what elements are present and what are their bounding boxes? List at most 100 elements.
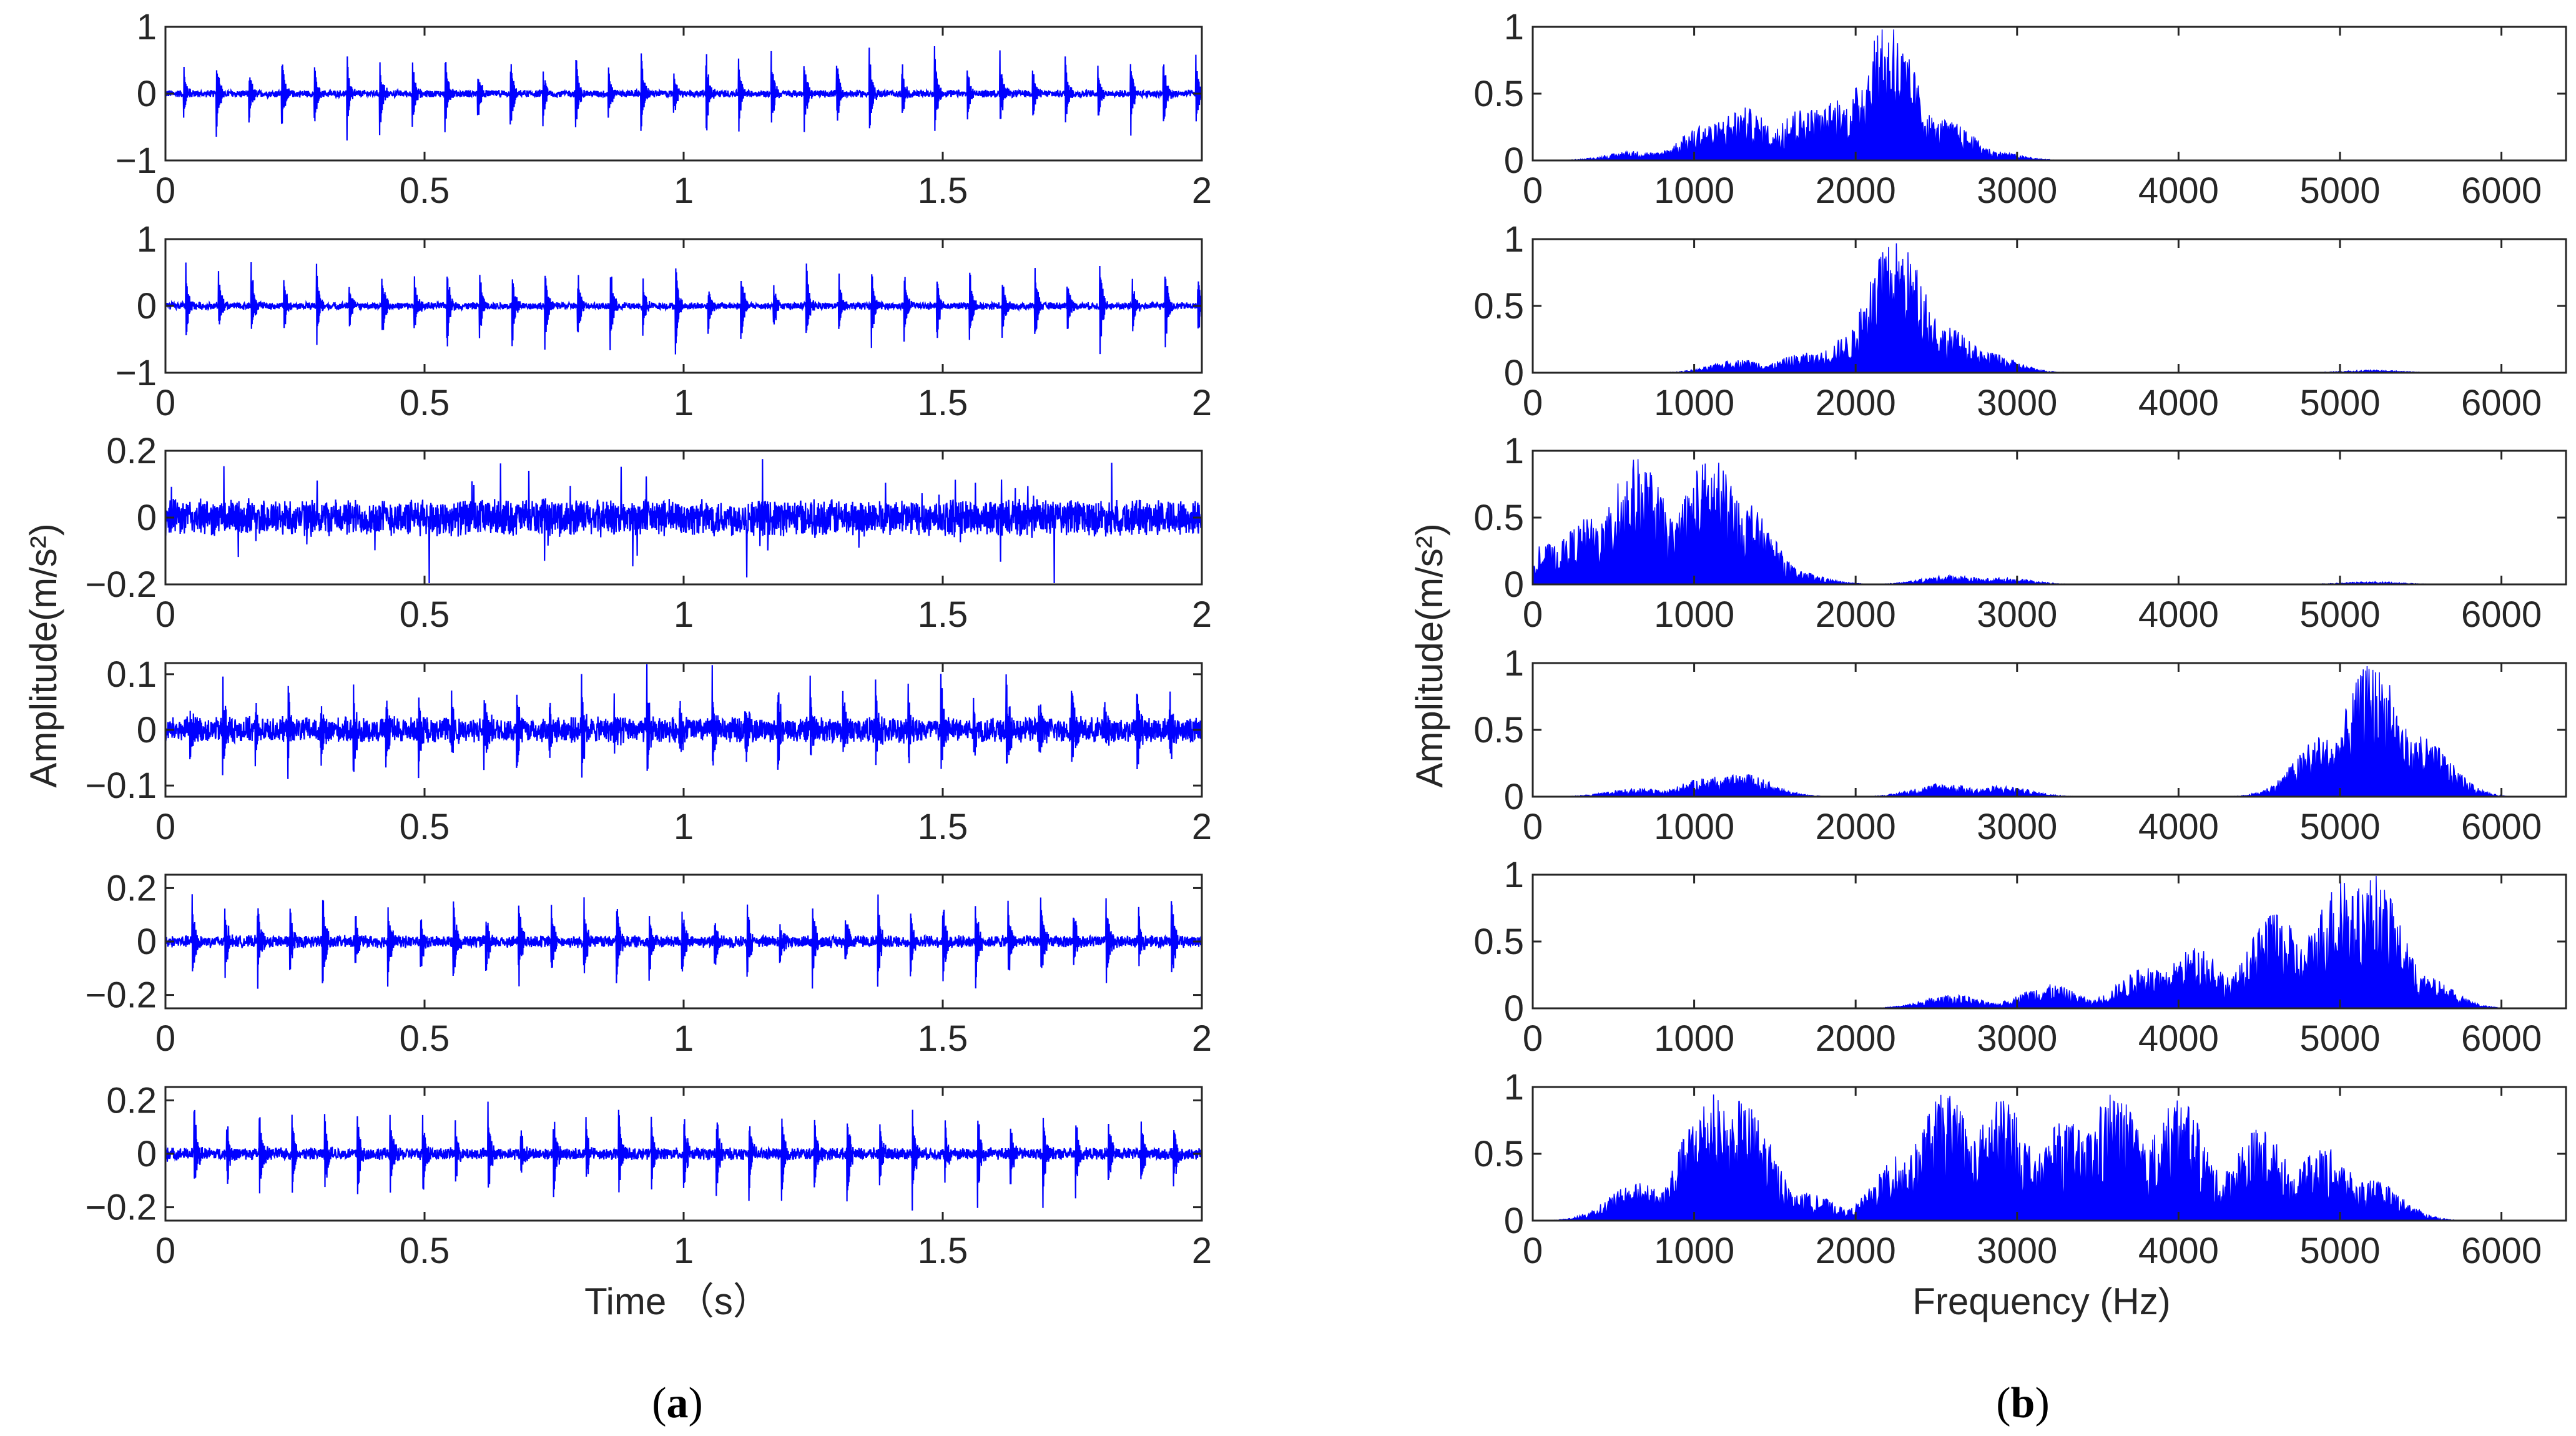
panel-a-sub3-xtick-label: 1.5 [918,807,968,847]
panel-b-sub4-xtick-label: 2000 [1816,1018,1896,1059]
panel-b-sub0-ytick-label: 1 [1504,7,1524,47]
panel-a-sub2-signal-line [164,459,1203,584]
panel-b-sub4-xtick-label: 3000 [1977,1018,2057,1059]
panel-b-sub4-xtick-label: 5000 [2299,1018,2380,1059]
panel-a-sub4-xtick-label: 1 [674,1018,694,1059]
panel-a-sub0-xtick-label: 0 [155,170,175,211]
panel-a-sub2-ytick-label: −0.2 [86,564,157,605]
panel-b-sub0-xtick-label: 5000 [2299,170,2380,211]
panel-a-sub0-axes [164,26,1203,162]
panel-b-sub2-xtick-label: 6000 [2461,594,2542,635]
panel-b-sub2-ytick-label: 0.5 [1473,498,1524,538]
panel-b-sub4-xtick-label: 0 [1523,1018,1543,1059]
panel-b-sub0-xtick-label: 4000 [2138,170,2219,211]
panel-a-sub3-signal-line [164,664,1203,779]
panel-b-sub5-xtick-label: 5000 [2299,1231,2380,1271]
panel-b-sub5-ytick-label: 1 [1504,1067,1524,1108]
panel-b-sub2-xtick-label: 2000 [1816,594,1896,635]
panel-a-sub4-xtick-label: 2 [1192,1018,1212,1059]
panel-b-sub3-xtick-label: 0 [1523,807,1543,847]
panel-a-sub2-xtick-label: 1 [674,594,694,635]
panel-a-sub0-xtick-label: 0.5 [400,170,450,211]
panel-b-sub2-xtick-label: 4000 [2138,594,2219,635]
panel-b-sub3-xtick-label: 2000 [1816,807,1896,847]
panel-a-sub5-xtick-label: 1 [674,1231,694,1271]
panel-a-caption: (a) [652,1379,703,1427]
panel-b-sub1-xtick-label: 1000 [1654,383,1734,423]
panel-a-sub5-xtick-label: 0.5 [400,1231,450,1271]
panel-b-sub3-spectrum-area [1533,666,2566,797]
panel-b-sub2-ytick-label: 0 [1504,564,1524,605]
panel-a-sub2-ytick-label: 0.2 [106,431,157,471]
panel-b-sub4-xtick-label: 1000 [1654,1018,1734,1059]
panel-a-sub5-xtick-label: 1.5 [918,1231,968,1271]
panel-a-xlabel: Time （s） [584,1281,770,1322]
panel-a-sub5-ytick-label: −0.2 [86,1188,157,1228]
panel-a-sub1-ytick-label: 0 [137,286,157,327]
panel-b-sub0-xtick-label: 3000 [1977,170,2057,211]
panel-a-sub4-xtick-label: 1.5 [918,1018,968,1059]
panel-b-sub4-ytick-label: 0 [1504,988,1524,1029]
panel-b-sub3-ytick-label: 0.5 [1473,710,1524,750]
panel-a-sub4-ytick-label: 0 [137,922,157,962]
panel-a-sub0-xtick-label: 1 [674,170,694,211]
panel-b-sub3-xtick-label: 3000 [1977,807,2057,847]
panel-a-sub5-xtick-label: 0 [155,1231,175,1271]
panel-a-sub3-ytick-label: 0 [137,710,157,750]
panel-a-sub0-ytick-label: 1 [137,7,157,47]
panel-a-sub4-xtick-label: 0 [155,1018,175,1059]
panel-b-sub5-xtick-label: 0 [1523,1231,1543,1271]
panel-a-sub5-ytick-label: 0.2 [106,1080,157,1121]
panel-a-sub1-ytick-label: −1 [116,353,157,393]
panel-b-sub2-xtick-label: 1000 [1654,594,1734,635]
panel-a-sub5-xtick-label: 2 [1192,1231,1212,1271]
panel-b-sub4-xtick-label: 6000 [2461,1018,2542,1059]
panel-b-sub2-axes [1531,450,2567,586]
panel-a-sub3-axes [164,662,1203,798]
panel-a-sub2-xtick-label: 2 [1192,594,1212,635]
panel-b-sub4-ytick-label: 0.5 [1473,922,1524,962]
panel-b-sub2-xtick-label: 5000 [2299,594,2380,635]
panel-a-sub1-xtick-label: 2 [1192,383,1212,423]
panel-b-sub0-ytick-label: 0 [1504,140,1524,181]
panel-a-sub3-ytick-label: −0.1 [86,765,157,806]
panel-b-sub1-xtick-label: 6000 [2461,383,2542,423]
panel-a-sub2-axes [164,450,1203,586]
panel-a-sub1-xtick-label: 0 [155,383,175,423]
panel-b-sub2-xtick-label: 0 [1523,594,1543,635]
panel-b-sub0-xtick-label: 0 [1523,170,1543,211]
panel-b-sub0-xtick-label: 2000 [1816,170,1896,211]
panel-a-sub0-xtick-label: 1.5 [918,170,968,211]
panel-b-sub5-xtick-label: 4000 [2138,1231,2219,1271]
panel-a-sub3-xtick-label: 0.5 [400,807,450,847]
panel-b-sub5-xtick-label: 3000 [1977,1231,2057,1271]
panel-b-sub3-ytick-label: 0 [1504,777,1524,817]
panel-a-sub2-xtick-label: 0 [155,594,175,635]
panel-b-sub1-xtick-label: 3000 [1977,383,2057,423]
panel-b-sub1-xtick-label: 2000 [1816,383,1896,423]
panel-b-sub5-xtick-label: 6000 [2461,1231,2542,1271]
panel-a-sub3-xtick-label: 0 [155,807,175,847]
panel-a-sub1-xtick-label: 1 [674,383,694,423]
panel-a-sub1-axes [164,238,1203,374]
panel-b-sub5-xtick-label: 2000 [1816,1231,1896,1271]
panel-a-sub5-axes [164,1086,1203,1222]
panel-b-sub3-ytick-label: 1 [1504,643,1524,684]
panel-a-sub1-ytick-label: 1 [137,219,157,260]
panel-a-sub4-signal-line [165,894,1203,989]
panel-b-sub5-ytick-label: 0 [1504,1201,1524,1241]
panel-b-xlabel: Frequency (Hz) [1912,1281,2170,1322]
panel-a-sub4-axes [164,873,1203,1010]
panel-b-sub2-ytick-label: 1 [1504,431,1524,471]
panel-b-sub3-xtick-label: 4000 [2138,807,2219,847]
panel-b-sub3-axes [1531,662,2567,798]
panel-b-sub1-xtick-label: 4000 [2138,383,2219,423]
panel-b-sub5-ytick-label: 0.5 [1473,1134,1524,1174]
panel-a-sub4-xtick-label: 0.5 [400,1018,450,1059]
panel-b-sub3-xtick-label: 5000 [2299,807,2380,847]
panel-b-sub4-axes [1531,873,2567,1010]
panel-a-sub3-ytick-label: 0.1 [106,654,157,695]
